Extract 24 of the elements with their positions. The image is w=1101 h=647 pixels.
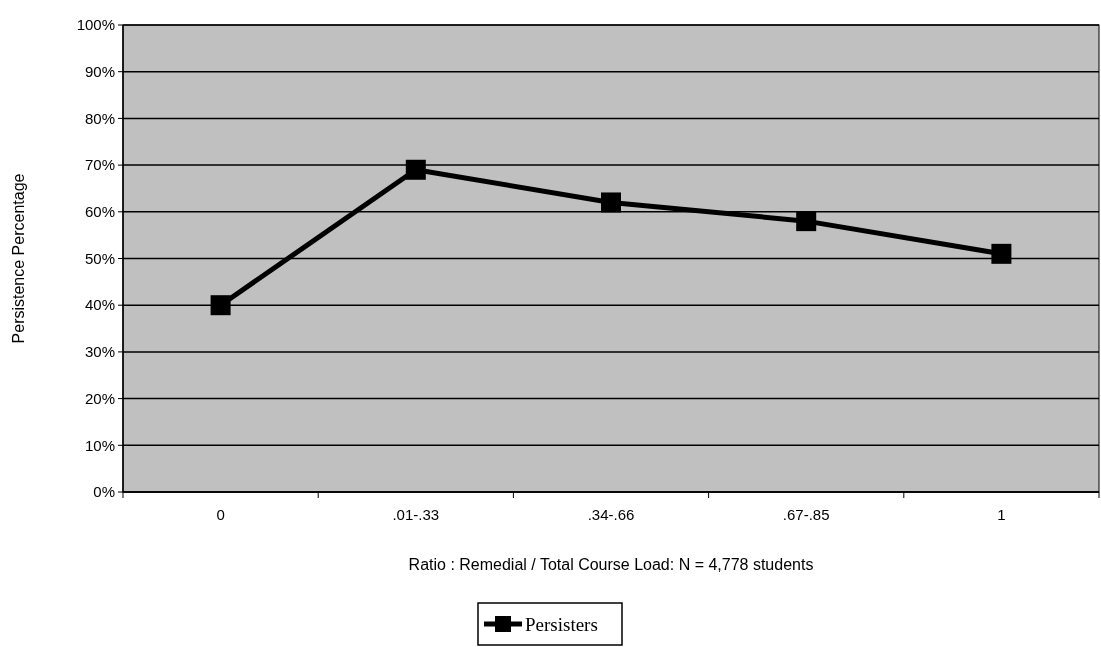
x-tick-label: .67-.85 [782, 506, 830, 523]
x-tick-label: 0 [216, 506, 225, 523]
y-tick-label: 20% [84, 389, 115, 407]
y-tick-label: 90% [84, 62, 115, 80]
y-axis-title: Persistence Percentage [10, 173, 27, 344]
x-axis-title: Ratio : Remedial / Total Course Load: N = 4,778 students [408, 556, 814, 573]
point [405, 159, 426, 180]
y-tick-label: 10% [84, 436, 115, 454]
x-tick-label: .34-.66 [587, 506, 635, 523]
y-tick-label: 60% [84, 203, 115, 221]
y-tick-label: 70% [84, 156, 115, 174]
y-tick-label: 0% [93, 483, 115, 501]
x-tick-label: .01-.33 [392, 506, 440, 523]
y-tick-label: 80% [84, 109, 115, 127]
y-tick-label: 30% [84, 343, 115, 361]
point [991, 243, 1012, 264]
point [601, 192, 621, 213]
y-tick-label: 40% [84, 296, 115, 314]
x-tick-label: 1 [997, 506, 1006, 523]
point [796, 211, 817, 232]
y-tick-label: 100% [76, 16, 115, 34]
legend-label: Persisters [525, 613, 598, 635]
point [210, 295, 231, 316]
y-tick-label: 50% [84, 249, 115, 267]
